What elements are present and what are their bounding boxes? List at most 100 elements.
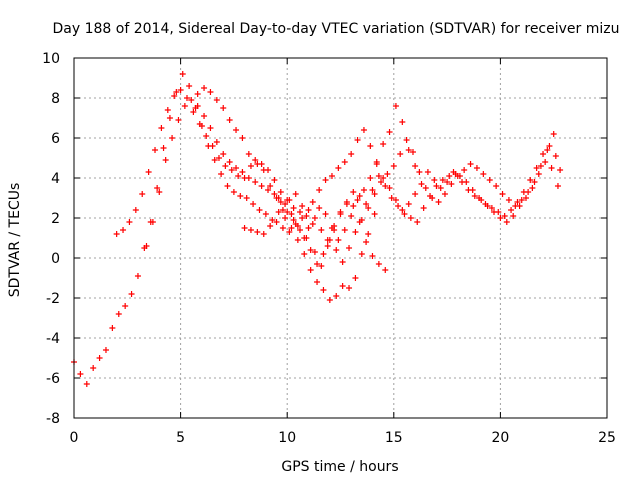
data-point-track-d-4: [220, 105, 227, 111]
data-point-track-e-3: [260, 231, 267, 237]
data-point-track-c-27: [316, 205, 323, 211]
data-point-track-f-40: [531, 179, 538, 185]
series-track-a: [71, 71, 378, 387]
data-point-track-d-39: [444, 179, 451, 185]
data-point-track-d-14: [284, 197, 291, 203]
data-point-track-a-29: [256, 207, 263, 213]
data-point-track-a-1: [77, 371, 84, 377]
data-point-track-b-40: [369, 253, 376, 259]
y-tick-label-8: 8: [51, 91, 60, 107]
data-point-track-e-25: [401, 211, 408, 217]
data-point-track-b-12: [190, 109, 197, 115]
data-point-track-b-6: [152, 147, 159, 153]
data-point-track-d-2: [207, 89, 214, 95]
data-point-track-b-37: [350, 203, 357, 209]
data-point-track-c-40: [399, 119, 406, 125]
data-point-track-f-43: [550, 131, 557, 137]
data-point-track-e-23: [388, 195, 395, 201]
data-point-track-c-5: [175, 117, 182, 123]
data-point-track-e-2: [254, 229, 261, 235]
data-point-track-d-5: [226, 117, 233, 123]
data-point-track-f-29: [461, 167, 468, 173]
data-point-track-d-3: [213, 97, 220, 103]
data-point-track-a-36: [301, 251, 308, 257]
data-point-track-c-28: [322, 211, 329, 217]
y-axis-label: SDTVAR / TECUs: [7, 183, 23, 298]
data-point-track-c-15: [239, 169, 246, 175]
data-point-track-f-24: [429, 195, 436, 201]
data-point-track-e-12: [318, 227, 325, 233]
data-point-track-d-38: [437, 185, 444, 191]
data-point-track-b-42: [382, 267, 389, 273]
data-point-track-e-48: [548, 165, 555, 171]
data-point-track-f-30: [467, 161, 474, 167]
series-track-b: [113, 87, 389, 273]
data-point-track-a-5: [102, 347, 109, 353]
data-point-track-d-16: [296, 209, 303, 215]
data-point-track-f-3: [294, 223, 301, 229]
y-tick-label-2: -4: [46, 331, 60, 347]
data-point-track-b-26: [279, 207, 286, 213]
data-point-track-f-15: [371, 191, 378, 197]
data-point-track-e-16: [343, 199, 350, 205]
data-point-track-f-18: [390, 163, 397, 169]
data-point-track-e-31: [439, 177, 446, 183]
data-point-track-e-32: [446, 173, 453, 179]
data-point-track-b-33: [324, 243, 331, 249]
x-tick-label-4: 20: [491, 430, 509, 446]
data-point-track-f-9: [333, 247, 340, 253]
data-point-track-f-17: [384, 171, 391, 177]
chart-title: Day 188 of 2014, Sidereal Day-to-day VTE…: [53, 21, 620, 37]
data-point-track-b-19: [235, 173, 242, 179]
data-point-track-f-10: [339, 259, 346, 265]
data-point-track-c-18: [258, 183, 265, 189]
data-point-track-f-32: [480, 171, 487, 177]
data-point-track-f-8: [326, 237, 333, 243]
data-point-track-e-11: [311, 215, 318, 221]
data-point-track-a-7: [115, 311, 122, 317]
data-point-track-d-18: [309, 199, 316, 205]
data-point-track-d-19: [316, 187, 323, 193]
data-point-track-f-27: [448, 181, 455, 187]
data-point-track-d-26: [360, 127, 367, 133]
y-tick-label-9: 10: [42, 51, 60, 67]
data-point-track-a-39: [320, 287, 327, 293]
data-point-track-d-7: [239, 135, 246, 141]
x-tick-label-0: 0: [70, 430, 79, 446]
data-point-track-d-24: [348, 151, 355, 157]
data-point-track-a-3: [90, 365, 97, 371]
data-point-track-a-44: [352, 275, 359, 281]
data-point-track-c-22: [284, 209, 291, 215]
data-point-track-d-33: [405, 201, 412, 207]
data-point-track-c-42: [412, 163, 419, 169]
data-point-track-e-40: [497, 215, 504, 221]
data-point-track-d-54: [540, 151, 547, 157]
data-point-track-c-0: [143, 243, 150, 249]
data-point-track-a-24: [224, 183, 231, 189]
x-tick-label-1: 5: [176, 430, 185, 446]
data-point-track-d-35: [418, 181, 425, 187]
data-point-track-c-6: [181, 103, 188, 109]
data-point-track-d-12: [271, 177, 278, 183]
data-point-track-b-8: [164, 107, 171, 113]
data-point-track-c-3: [162, 157, 169, 163]
data-point-track-d-13: [277, 189, 284, 195]
data-point-track-c-16: [245, 175, 252, 181]
data-point-track-e-7: [286, 229, 293, 235]
data-point-track-c-2: [156, 189, 163, 195]
data-point-track-d-31: [392, 197, 399, 203]
data-point-track-e-20: [369, 187, 376, 193]
data-point-track-a-23: [218, 171, 225, 177]
data-point-track-d-34: [412, 191, 419, 197]
data-point-track-e-6: [279, 225, 286, 231]
tick-labels: 0 5 10 15 20 25 -8 -6 -4 -2 0 2 4 6 8 10: [42, 51, 616, 446]
data-point-track-d-0: [194, 91, 201, 97]
data-point-track-a-40: [326, 297, 333, 303]
data-point-track-f-42: [544, 147, 551, 153]
data-point-track-f-39: [525, 189, 532, 195]
data-point-track-c-9: [201, 113, 208, 119]
data-point-track-c-30: [335, 237, 342, 243]
data-point-track-d-21: [328, 173, 335, 179]
data-point-track-c-35: [367, 175, 374, 181]
